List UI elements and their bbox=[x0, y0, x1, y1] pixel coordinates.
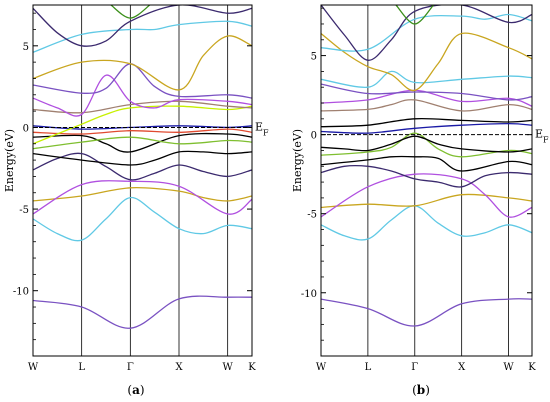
band-line-4 bbox=[321, 164, 532, 188]
band-line-8 bbox=[33, 125, 252, 130]
x-tick-label: X bbox=[458, 362, 466, 373]
band-line-3 bbox=[321, 173, 532, 218]
caption-letter: b bbox=[417, 383, 425, 397]
fermi-label-sub: F bbox=[543, 136, 549, 145]
x-tick-label: W bbox=[28, 362, 39, 373]
y-tick-label: -5 bbox=[307, 210, 317, 221]
band-line-1 bbox=[321, 205, 532, 241]
band-line-15 bbox=[321, 13, 532, 52]
bands bbox=[33, 5, 252, 329]
y-axis-label: Energy(eV) bbox=[291, 129, 304, 192]
band-line-13 bbox=[321, 70, 532, 88]
fermi-label-sub: F bbox=[263, 128, 269, 137]
caption-paren: ) bbox=[425, 383, 430, 397]
x-tick-label: W bbox=[223, 362, 234, 373]
band-line-2 bbox=[321, 193, 532, 209]
y-tick-label: 5 bbox=[23, 42, 29, 53]
x-tick-label: X bbox=[175, 362, 183, 373]
band-line-2 bbox=[33, 186, 252, 202]
panel-a: 5 0 -5 -10 W L Γ X W K Energy(eV) EF (a) bbox=[3, 4, 269, 397]
caption-paren: ( bbox=[412, 383, 417, 397]
caption-letter: a bbox=[132, 383, 140, 397]
band-line-7 bbox=[33, 128, 252, 135]
band-line-1 bbox=[33, 196, 252, 242]
y-tick-label: -10 bbox=[13, 287, 29, 298]
fermi-label-main: E bbox=[255, 120, 263, 133]
band-line-15 bbox=[33, 20, 252, 53]
band-line-12 bbox=[321, 83, 532, 101]
x-tick-label: W bbox=[503, 362, 514, 373]
y-tick-label: -5 bbox=[19, 205, 29, 216]
band-line-9 bbox=[321, 117, 532, 128]
band-line-17 bbox=[110, 5, 151, 19]
panel-caption: (a) bbox=[127, 383, 144, 397]
band-line-17 bbox=[395, 5, 434, 25]
band-line-0 bbox=[33, 295, 252, 329]
band-line-11 bbox=[33, 100, 252, 114]
caption-paren: ) bbox=[140, 383, 145, 397]
plot-frame bbox=[320, 4, 533, 357]
band-line-6 bbox=[321, 132, 532, 158]
band-line-4 bbox=[33, 152, 252, 181]
panel-caption: (b) bbox=[412, 383, 430, 397]
band-line-12 bbox=[33, 74, 252, 117]
caption-paren: ( bbox=[127, 383, 132, 397]
x-tick-label: Γ bbox=[127, 362, 134, 373]
bands bbox=[321, 5, 532, 327]
band-line-14 bbox=[321, 32, 532, 92]
fermi-label: EF bbox=[255, 120, 269, 137]
band-line-13 bbox=[33, 63, 252, 99]
band-line-5 bbox=[321, 155, 532, 172]
band-line-16 bbox=[33, 5, 252, 47]
y-tick-label: -10 bbox=[301, 289, 317, 300]
band-line-5 bbox=[33, 150, 252, 166]
fermi-label: EF bbox=[535, 128, 549, 145]
band-line-10 bbox=[321, 99, 532, 112]
y-tick-label: 0 bbox=[23, 123, 29, 134]
y-tick-label: 5 bbox=[311, 52, 317, 63]
band-line-14 bbox=[33, 35, 252, 91]
band-line-7 bbox=[321, 135, 532, 153]
fermi-label-main: E bbox=[535, 128, 543, 141]
x-tick-label: L bbox=[78, 362, 85, 373]
band-line-10 bbox=[33, 136, 252, 150]
y-tick-label: 0 bbox=[311, 131, 317, 142]
band-line-6 bbox=[33, 132, 252, 153]
x-tick-label: K bbox=[248, 362, 256, 373]
band-line-16 bbox=[321, 5, 532, 61]
plot-frame bbox=[32, 4, 253, 357]
band-line-0 bbox=[321, 298, 532, 327]
x-tick-label: W bbox=[316, 362, 327, 373]
x-tick-label: K bbox=[528, 362, 536, 373]
band-line-9 bbox=[33, 105, 252, 145]
x-tick-label: L bbox=[365, 362, 372, 373]
band-line-3 bbox=[33, 180, 252, 215]
band-line-11 bbox=[321, 89, 532, 107]
x-tick-label: Γ bbox=[411, 362, 418, 373]
panel-b: 5 0 -5 -10 W L Γ X W K Energy(eV) EF (b) bbox=[291, 4, 549, 397]
y-axis-label: Energy(eV) bbox=[3, 129, 16, 192]
band-line-8 bbox=[321, 122, 532, 134]
